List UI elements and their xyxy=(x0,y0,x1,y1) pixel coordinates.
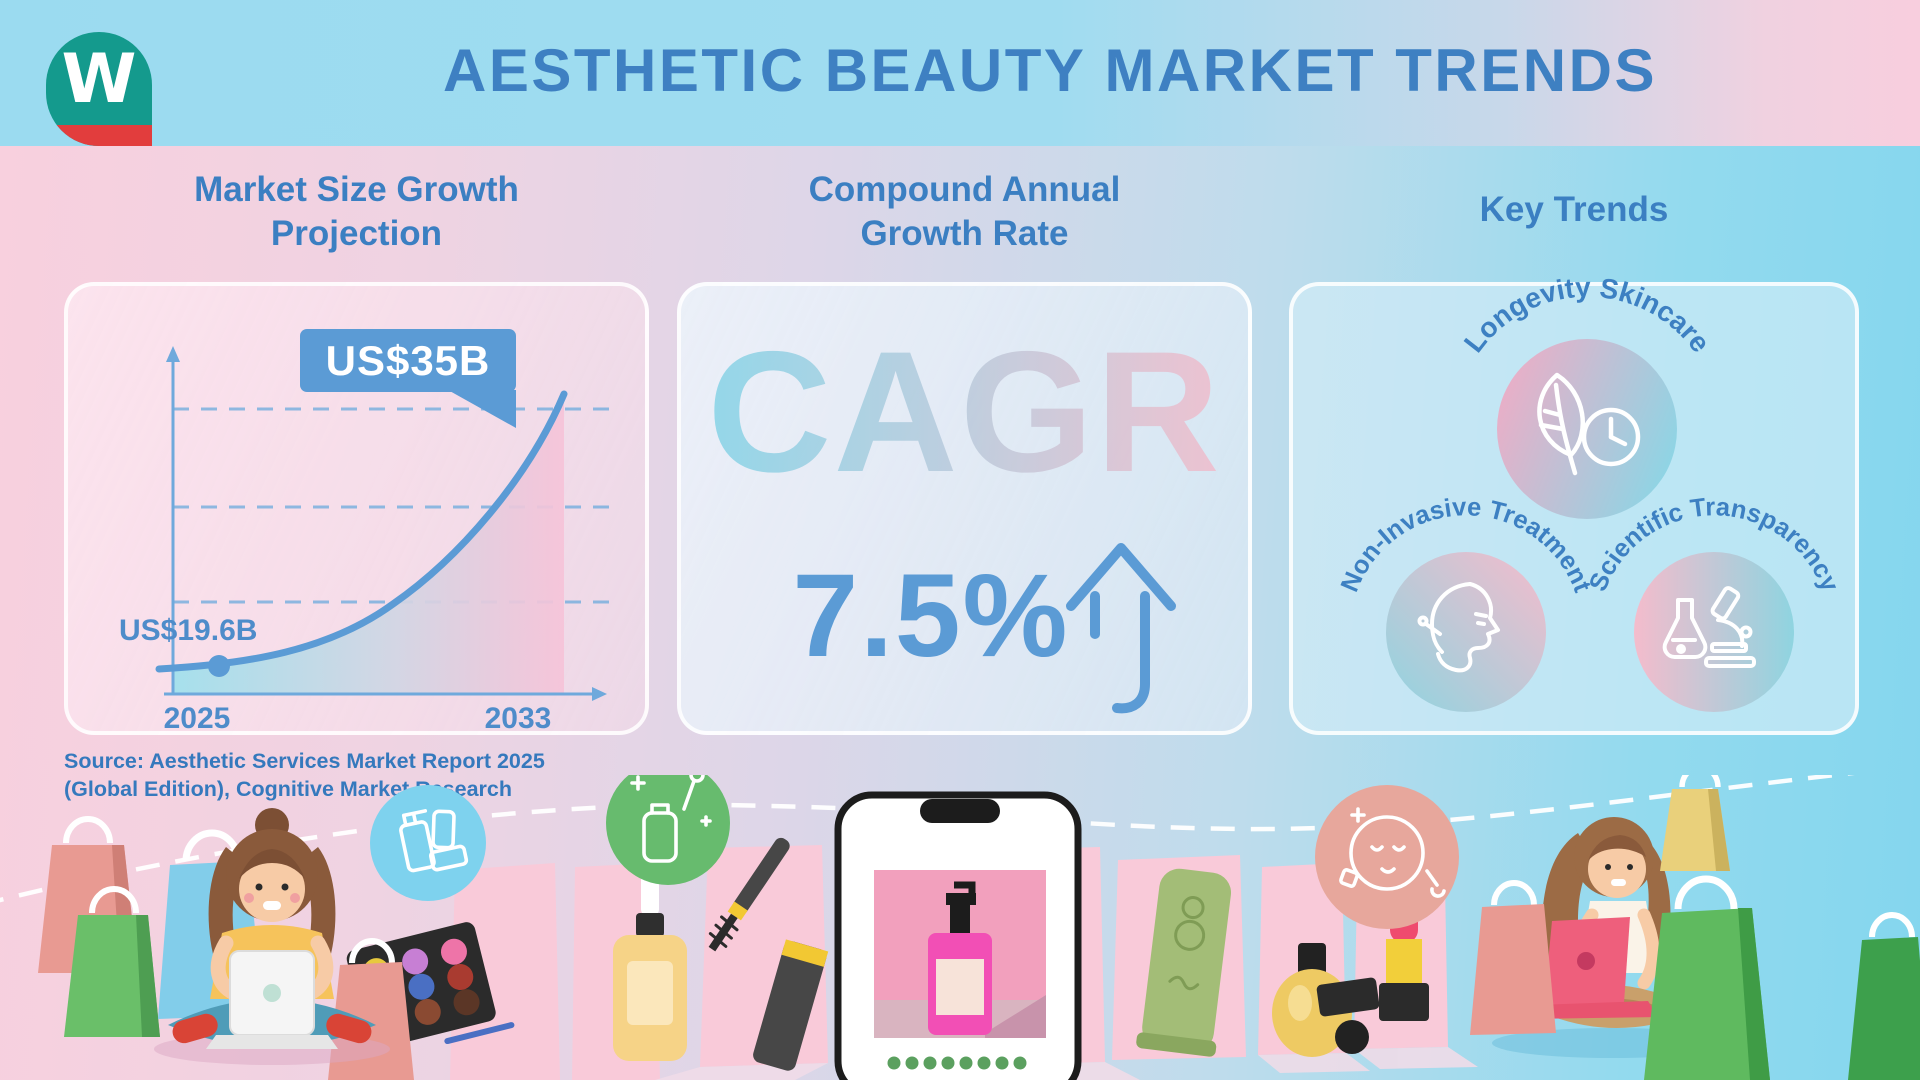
facial-mask-circle-icon xyxy=(1315,785,1459,929)
girl-right-laptop xyxy=(1492,817,1732,1058)
growth-arrow-icon xyxy=(1066,543,1176,714)
cagr-panel: CAGR 7.5% xyxy=(677,282,1252,735)
x-tick-2033: 2033 xyxy=(485,702,552,735)
cosmetics-circle-icon xyxy=(370,785,486,901)
face-profile-icon xyxy=(1417,582,1500,673)
girl-left-laptop xyxy=(154,808,390,1065)
x-axis-arrow xyxy=(592,687,607,701)
phone-product-pump-bottle xyxy=(928,881,992,1035)
bottom-illustration xyxy=(0,775,1920,1080)
watsons-logo: W xyxy=(46,32,152,146)
trend-longevity-skincare: Longevity Skincare xyxy=(1458,272,1716,519)
shopping-bags-right xyxy=(1470,775,1920,1080)
key-trends-graphic: Longevity Skincare Non-Invasive Treatmen… xyxy=(1336,272,1844,712)
green-tube xyxy=(1136,868,1232,1057)
growth-curve xyxy=(155,390,568,673)
watsons-logo-letter: W xyxy=(61,40,137,119)
callout-us35b: US$35B xyxy=(300,329,516,428)
market-section-title: Market Size Growth Projection xyxy=(194,170,519,254)
phone xyxy=(834,791,1082,1080)
start-value-label: US$19.6B xyxy=(119,614,257,647)
trends-section-title: Key Trends xyxy=(1479,190,1669,229)
cagr-acronym: CAGR xyxy=(681,326,1248,498)
market-size-panel: US$35B US$19.6B 2025 2033 xyxy=(64,282,649,735)
chart-area-fill xyxy=(173,394,564,694)
start-data-point xyxy=(208,655,230,677)
dropper-circle-icon xyxy=(606,775,730,885)
cagr-section-title: Compound Annual Growth Rate xyxy=(808,170,1121,254)
cagr-value: 7.5% xyxy=(792,550,1070,682)
flask-microscope-icon xyxy=(1662,586,1756,668)
trend-non-invasive-treatment: Non-Invasive Treatment xyxy=(1336,493,1597,712)
chart-axes xyxy=(164,358,594,696)
callout-value: US$35B xyxy=(326,337,491,384)
header-band: W AESTHETIC BEAUTY MARKET TRENDS xyxy=(0,0,1920,146)
trend-scientific-transparency: Scientific Transparency xyxy=(1584,493,1844,712)
key-trends-panel: Longevity Skincare Non-Invasive Treatmen… xyxy=(1289,272,1859,735)
market-growth-chart: US$35B US$19.6B 2025 2033 xyxy=(119,329,610,735)
leaf-clock-icon xyxy=(1537,372,1641,476)
page-title: AESTHETIC BEAUTY MARKET TRENDS xyxy=(443,37,1657,104)
mascara xyxy=(708,837,829,1071)
x-tick-2025: 2025 xyxy=(164,702,231,735)
watsons-logo-stripe xyxy=(46,125,152,146)
phone-dots xyxy=(887,1056,1027,1070)
serum-bottle xyxy=(613,873,687,1061)
y-axis-arrow xyxy=(166,346,180,362)
